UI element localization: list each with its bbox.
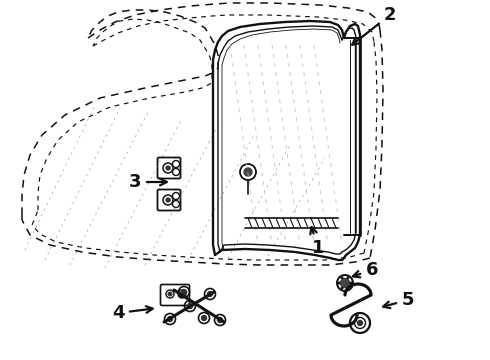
Circle shape bbox=[218, 318, 222, 323]
Text: 6: 6 bbox=[353, 261, 378, 279]
Text: 4: 4 bbox=[112, 304, 153, 322]
Circle shape bbox=[341, 277, 343, 279]
Circle shape bbox=[181, 289, 187, 294]
Circle shape bbox=[180, 292, 184, 296]
FancyBboxPatch shape bbox=[157, 189, 180, 211]
Circle shape bbox=[244, 168, 252, 176]
FancyBboxPatch shape bbox=[157, 158, 180, 179]
Circle shape bbox=[207, 292, 213, 297]
Circle shape bbox=[358, 320, 363, 325]
Circle shape bbox=[347, 287, 349, 289]
Circle shape bbox=[347, 277, 349, 279]
Text: 1: 1 bbox=[310, 227, 324, 257]
Circle shape bbox=[341, 279, 349, 288]
Circle shape bbox=[338, 282, 340, 284]
Circle shape bbox=[188, 303, 193, 309]
Circle shape bbox=[350, 282, 352, 284]
Text: 5: 5 bbox=[383, 291, 414, 309]
Circle shape bbox=[166, 166, 170, 170]
Circle shape bbox=[341, 287, 343, 289]
FancyBboxPatch shape bbox=[161, 284, 190, 306]
Circle shape bbox=[168, 292, 172, 296]
Text: 3: 3 bbox=[129, 173, 167, 191]
Circle shape bbox=[168, 316, 172, 321]
Circle shape bbox=[201, 315, 206, 320]
Text: 2: 2 bbox=[352, 6, 396, 45]
Circle shape bbox=[166, 198, 170, 202]
